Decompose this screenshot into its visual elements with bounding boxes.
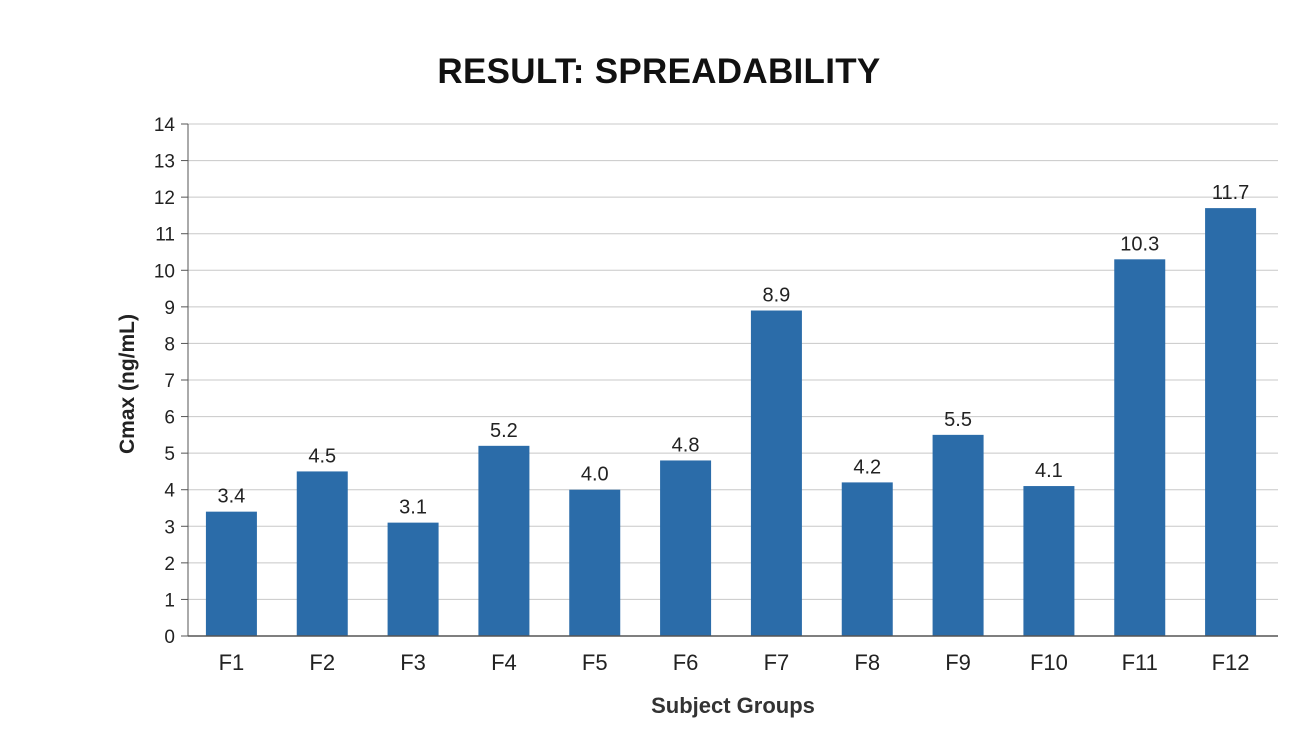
y-tick-label: 14 [154,115,176,136]
data-label: 4.0 [581,464,609,486]
bar-f8 [841,482,893,636]
x-tick-label: F10 [1030,650,1068,675]
bar-f1 [205,511,257,636]
y-tick-label: 11 [155,225,175,246]
data-label: 4.1 [1035,460,1063,482]
data-label: 3.4 [218,486,246,508]
data-label: 5.2 [490,420,518,442]
x-tick-label: F12 [1212,650,1250,675]
data-labels: 3.4 4.5 3.1 5.2 4.0 4.8 8.9 4.2 5.5 4.1 10.3 11.7 [218,182,1250,519]
data-label: 10.3 [1120,233,1159,255]
data-label: 11.7 [1212,182,1249,204]
x-tick-label: F2 [309,650,335,675]
data-label: 4.2 [853,456,881,478]
y-tick-label: 6 [164,408,175,429]
bar-f5 [569,489,621,636]
x-tick-label: F8 [854,650,880,675]
x-tick-label: F1 [219,650,245,675]
bar-f3 [387,522,439,636]
x-tick-label: F7 [764,650,790,675]
x-axis-title: Subject Groups [651,693,815,718]
y-tick-label: 9 [164,298,175,319]
y-tick-label: 2 [164,554,175,575]
bars [205,208,1257,636]
bar-f12 [1205,208,1257,636]
data-label: 8.9 [763,285,791,307]
bar-f6 [660,460,712,636]
y-axis-title: Cmax (ng/mL) [116,314,139,454]
y-tick-label: 0 [164,627,175,648]
data-label: 5.5 [944,409,972,431]
x-tick-label: F5 [582,650,608,675]
gridlines [188,123,1278,600]
data-label: 4.8 [672,434,700,456]
y-tick-label: 7 [164,371,175,392]
bar-f11 [1114,259,1166,636]
bar-f10 [1023,486,1075,636]
data-label: 3.1 [399,497,427,519]
bar-f2 [296,471,348,636]
bar-f9 [932,434,984,636]
y-tick-label: 8 [164,334,175,355]
y-tick-label: 12 [154,188,175,209]
bar-f7 [750,310,802,636]
bar-f4 [478,445,530,636]
x-tick-label: F3 [400,650,426,675]
y-tick-label: 1 [164,590,175,611]
x-tick-label: F9 [945,650,971,675]
chart-title: RESULT: SPREADABILITY [437,52,881,91]
data-label: 4.5 [308,445,336,467]
y-tick-label: 4 [164,481,175,502]
y-tick-label: 13 [154,152,175,173]
y-tick-label: 5 [164,444,175,465]
y-tick-label: 3 [164,517,175,538]
y-tick-label: 10 [154,261,175,282]
x-tick-label: F6 [673,650,699,675]
x-tick-label: F4 [491,650,517,675]
x-tick-label: F11 [1122,650,1158,675]
x-axis-ticks: F1 F2 F3 F4 F5 F6 F7 F8 F9 F10 F11 F12 [219,650,1250,675]
